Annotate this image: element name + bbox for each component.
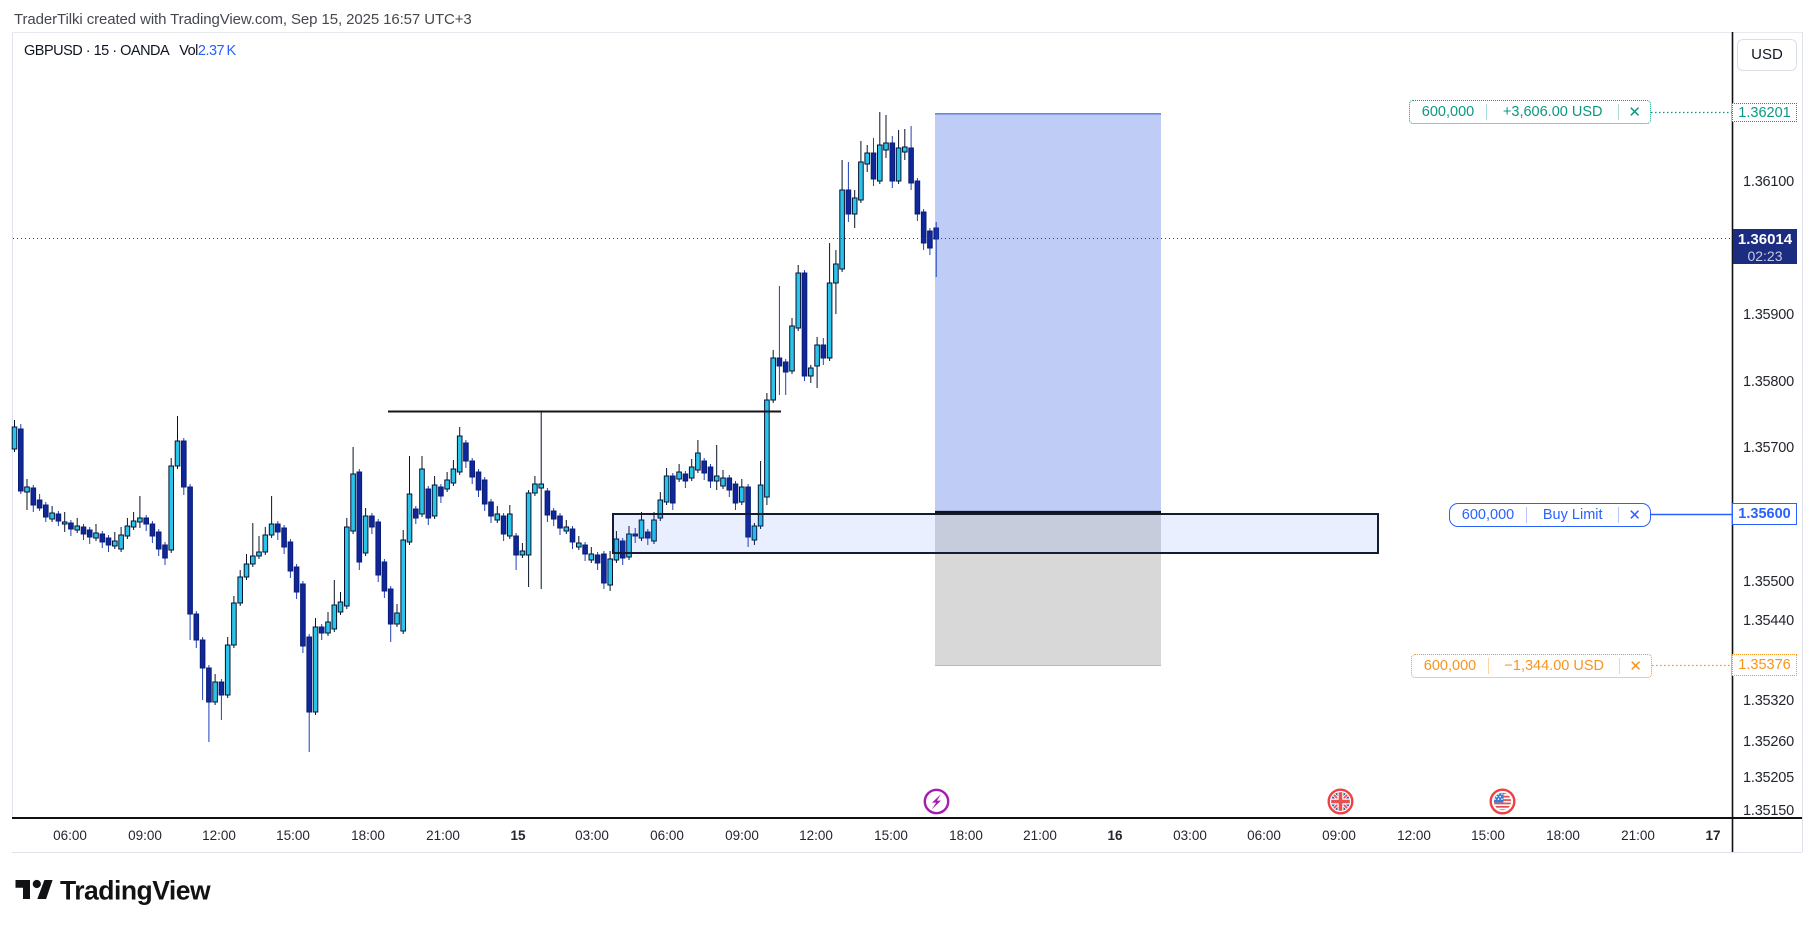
svg-text:TradingView: TradingView [60,877,211,906]
